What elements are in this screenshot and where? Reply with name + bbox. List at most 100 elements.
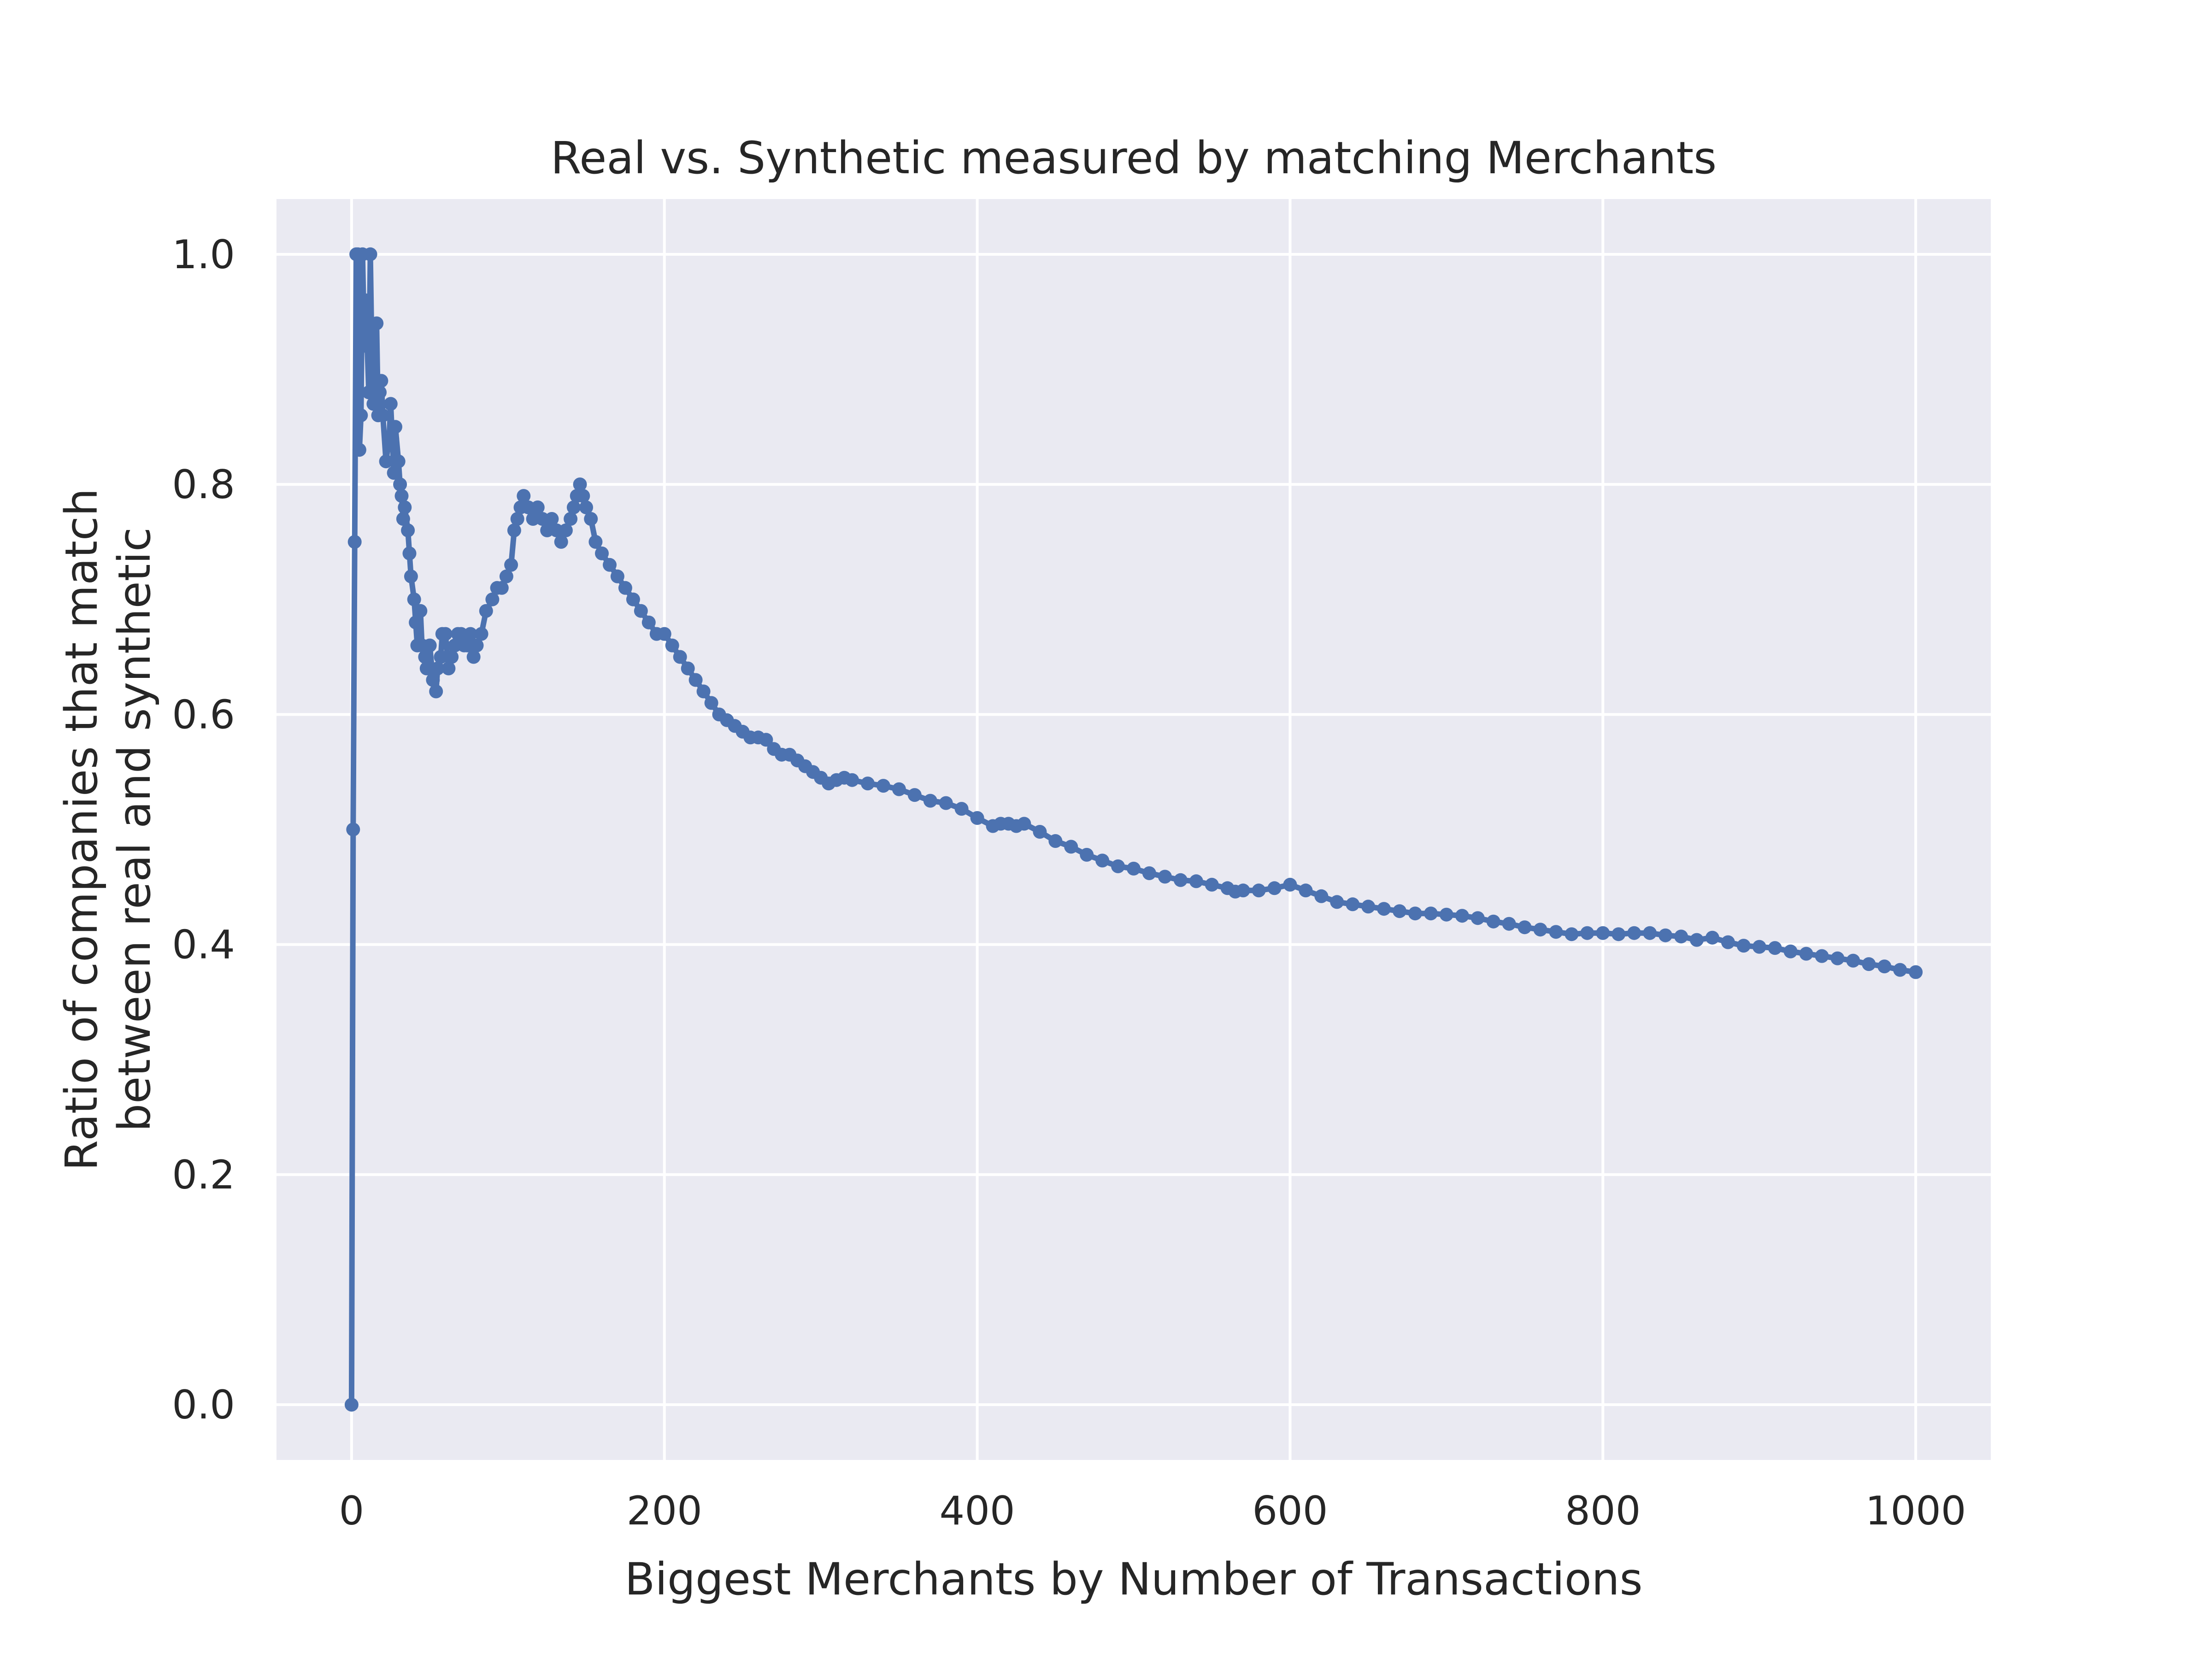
data-point xyxy=(1033,825,1047,839)
data-point xyxy=(634,604,648,618)
data-point xyxy=(1674,930,1688,944)
data-point xyxy=(1846,953,1860,968)
y-tick-label: 0.4 xyxy=(172,922,235,968)
y-tick-label: 0.2 xyxy=(172,1152,235,1198)
data-point xyxy=(1815,949,1829,963)
data-point xyxy=(1736,939,1751,953)
x-tick-label: 1000 xyxy=(1865,1488,1966,1534)
data-point xyxy=(939,796,953,810)
data-point xyxy=(595,546,609,560)
data-point xyxy=(673,650,687,664)
data-point xyxy=(1252,883,1266,898)
data-point xyxy=(688,673,703,687)
data-point xyxy=(1189,874,1203,888)
data-point xyxy=(1486,914,1500,929)
data-point xyxy=(588,535,603,549)
data-point xyxy=(1502,917,1516,931)
y-tick-label: 0.8 xyxy=(172,462,235,508)
data-point xyxy=(360,339,374,353)
data-point xyxy=(1455,909,1469,923)
data-point xyxy=(474,627,488,641)
data-point xyxy=(398,500,412,514)
data-point xyxy=(1111,859,1125,873)
data-point xyxy=(1721,935,1735,949)
data-point xyxy=(365,351,379,365)
data-point xyxy=(352,443,366,457)
data-point xyxy=(463,627,477,641)
data-point xyxy=(510,512,524,526)
data-point xyxy=(402,546,417,560)
data-point xyxy=(374,374,388,388)
data-point xyxy=(1205,877,1219,892)
x-tick-label: 600 xyxy=(1252,1488,1328,1534)
data-point xyxy=(1080,847,1094,862)
data-point xyxy=(393,477,407,492)
data-point xyxy=(1299,883,1313,898)
data-point xyxy=(603,558,617,572)
data-point xyxy=(438,627,453,641)
data-point xyxy=(373,385,387,400)
data-point xyxy=(1158,870,1172,884)
data-point xyxy=(370,316,384,330)
data-point xyxy=(1017,817,1031,831)
data-point xyxy=(429,684,443,699)
data-point xyxy=(1862,957,1876,971)
x-tick-label: 0 xyxy=(339,1488,365,1534)
data-point xyxy=(1830,951,1845,965)
data-point xyxy=(1643,926,1657,940)
x-tick-label: 800 xyxy=(1565,1488,1641,1534)
x-axis-ticks: 0 200 400 600 800 1000 xyxy=(339,1488,1966,1534)
data-point xyxy=(383,397,398,411)
data-point xyxy=(876,779,890,793)
data-point xyxy=(1612,927,1626,941)
y-axis-label-line-1: Ratio of companies that match xyxy=(56,488,107,1171)
data-point xyxy=(1877,959,1892,974)
y-axis-label-line-2: between real and synthetic xyxy=(109,527,160,1132)
data-point xyxy=(1659,928,1672,942)
data-point xyxy=(347,535,362,549)
data-point xyxy=(1799,947,1813,961)
data-point xyxy=(618,581,632,595)
data-point xyxy=(704,696,718,710)
data-point xyxy=(1518,920,1532,935)
data-point xyxy=(970,811,984,825)
data-point xyxy=(1408,906,1422,921)
data-point xyxy=(1752,940,1766,954)
data-point xyxy=(426,673,440,687)
data-point xyxy=(404,569,418,583)
data-point xyxy=(579,500,593,514)
data-point xyxy=(434,650,448,664)
data-point xyxy=(479,604,493,618)
data-point xyxy=(1689,933,1704,947)
chart-title: Real vs. Synthetic measured by matching … xyxy=(551,132,1717,184)
data-point xyxy=(376,408,390,423)
data-point xyxy=(1173,873,1188,887)
y-axis-ticks: 0.0 0.2 0.4 0.6 0.8 1.0 xyxy=(172,232,235,1428)
data-point xyxy=(559,523,573,537)
plot-area xyxy=(276,199,1991,1460)
grid-lines xyxy=(276,199,1991,1460)
series-layer xyxy=(344,247,1923,1412)
data-point xyxy=(665,638,679,653)
data-point xyxy=(554,535,568,549)
data-point xyxy=(494,581,509,595)
data-point xyxy=(681,661,695,676)
data-point xyxy=(576,489,590,503)
data-point xyxy=(1893,963,1907,977)
data-point xyxy=(1549,925,1563,939)
data-point xyxy=(1580,926,1594,940)
data-point xyxy=(1142,866,1156,880)
y-tick-label: 0.0 xyxy=(172,1382,235,1428)
data-point xyxy=(573,477,587,492)
data-point xyxy=(517,489,531,503)
data-point xyxy=(1533,923,1547,937)
x-axis-label: Biggest Merchants by Number of Transacti… xyxy=(624,1553,1642,1605)
data-point xyxy=(409,615,423,629)
data-point xyxy=(1346,897,1360,912)
data-point xyxy=(418,650,432,664)
data-point xyxy=(354,408,368,423)
data-point xyxy=(499,569,513,583)
data-point xyxy=(346,823,360,836)
data-point xyxy=(1627,926,1641,940)
